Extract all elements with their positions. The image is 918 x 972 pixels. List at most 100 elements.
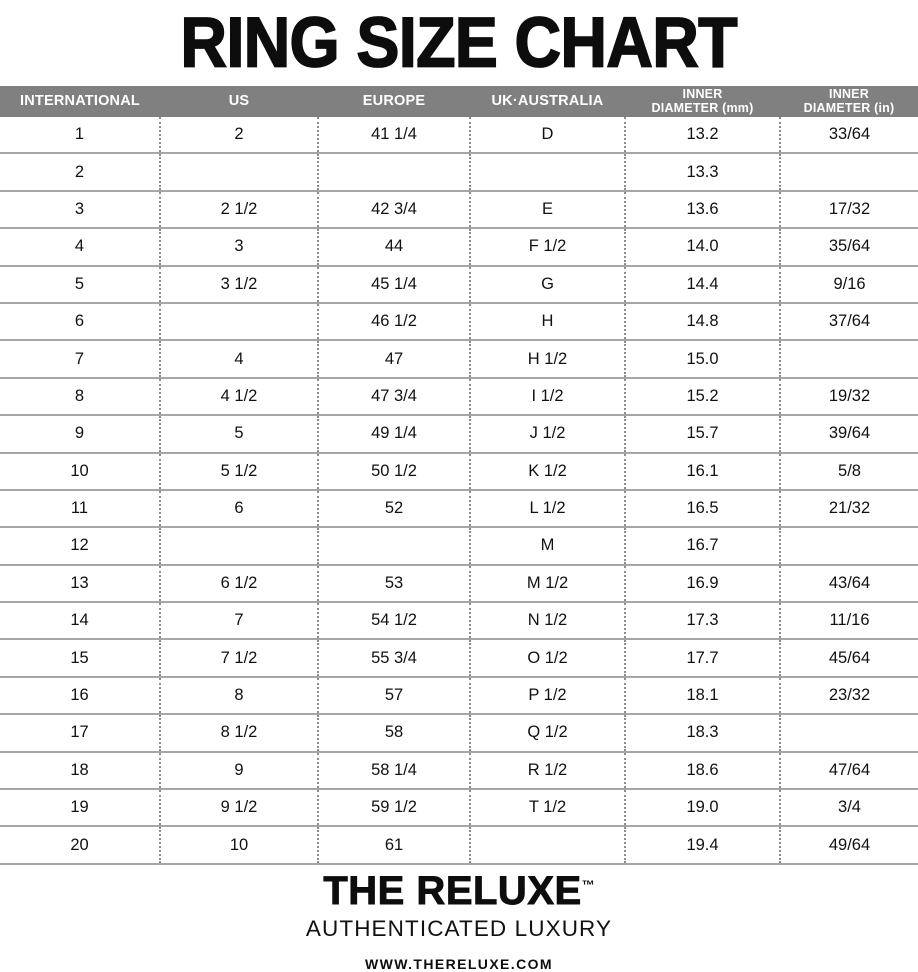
cell-us — [160, 152, 319, 191]
cell-us: 4 — [160, 339, 319, 378]
cell-europe: 61 — [318, 825, 471, 865]
brand-name-text: THE RELUXE — [323, 868, 582, 913]
table-row: 17 8 1/2 58 Q 1/2 18.3 — [0, 713, 918, 752]
cell-europe: 54 1/2 — [318, 601, 471, 640]
cell-us: 7 1/2 — [160, 638, 319, 677]
cell-inner_diameter_mm: 15.0 — [625, 339, 781, 378]
cell-uk_australia: J 1/2 — [470, 414, 626, 453]
cell-europe: 55 3/4 — [318, 638, 471, 677]
cell-uk_australia: T 1/2 — [470, 788, 626, 827]
cell-international: 3 — [0, 189, 161, 229]
cell-europe: 53 — [318, 563, 471, 603]
cell-inner_diameter_in: 17/32 — [780, 189, 918, 229]
cell-inner_diameter_in: 35/64 — [780, 227, 918, 266]
cell-international: 2 — [0, 152, 161, 191]
cell-inner_diameter_mm: 18.3 — [625, 713, 781, 752]
column-header-inner-diameter-mm: INNER DIAMETER (mm) — [625, 86, 780, 117]
cell-us — [160, 526, 319, 565]
cell-inner_diameter_in: 23/32 — [780, 675, 918, 715]
cell-international: 20 — [0, 825, 161, 865]
cell-uk_australia: O 1/2 — [470, 638, 626, 677]
cell-inner_diameter_mm: 16.7 — [625, 526, 781, 565]
cell-international: 4 — [0, 227, 161, 266]
cell-uk_australia: R 1/2 — [470, 750, 626, 790]
cell-inner_diameter_mm: 16.9 — [625, 563, 781, 603]
cell-international: 7 — [0, 339, 161, 378]
column-header-inner-diameter-in-line2: DIAMETER (in) — [803, 100, 895, 115]
cell-international: 9 — [0, 414, 161, 453]
cell-inner_diameter_mm: 19.4 — [625, 825, 781, 865]
cell-inner_diameter_mm: 14.4 — [625, 264, 781, 303]
cell-inner_diameter_mm: 14.0 — [625, 227, 781, 266]
table-row: 6 46 1/2 H 14.8 37/64 — [0, 301, 918, 341]
table-header: INTERNATIONAL US EUROPE UK·AUSTRALIA INN… — [0, 86, 918, 117]
cell-inner_diameter_mm: 18.6 — [625, 750, 781, 790]
cell-inner_diameter_in: 43/64 — [780, 563, 918, 603]
cell-uk_australia: H — [470, 301, 626, 341]
cell-uk_australia: Q 1/2 — [470, 713, 626, 752]
cell-uk_australia: E — [470, 189, 626, 229]
table-row: 11 6 52 L 1/2 16.5 21/32 — [0, 488, 918, 528]
cell-europe: 45 1/4 — [318, 264, 471, 303]
table-row: 15 7 1/2 55 3/4 O 1/2 17.7 45/64 — [0, 638, 918, 677]
table-row: 2 13.3 — [0, 152, 918, 191]
column-header-inner-diameter-in: INNER DIAMETER (in) — [780, 86, 918, 117]
cell-uk_australia: F 1/2 — [470, 227, 626, 266]
brand-tagline: AUTHENTICATED LUXURY — [305, 915, 613, 941]
cell-us: 6 1/2 — [160, 563, 319, 603]
cell-europe: 47 — [318, 339, 471, 378]
table-row: 13 6 1/2 53 M 1/2 16.9 43/64 — [0, 563, 918, 603]
cell-uk_australia: H 1/2 — [470, 339, 626, 378]
cell-inner_diameter_mm: 15.2 — [625, 376, 781, 416]
cell-us: 2 — [160, 117, 319, 154]
cell-inner_diameter_in: 49/64 — [780, 825, 918, 865]
cell-inner_diameter_in: 45/64 — [780, 638, 918, 677]
cell-inner_diameter_in — [780, 339, 918, 378]
cell-uk_australia: L 1/2 — [470, 488, 626, 528]
cell-uk_australia: P 1/2 — [470, 675, 626, 715]
cell-us: 6 — [160, 488, 319, 528]
page-title: RING SIZE CHART — [180, 3, 739, 82]
cell-inner_diameter_in — [780, 526, 918, 565]
footer-branding: THE RELUXE™ AUTHENTICATED LUXURY WWW.THE… — [0, 865, 918, 971]
cell-inner_diameter_in: 3/4 — [780, 788, 918, 827]
cell-europe: 57 — [318, 675, 471, 715]
cell-international: 19 — [0, 788, 161, 827]
cell-uk_australia — [470, 152, 626, 191]
cell-us: 9 — [160, 750, 319, 790]
table-row: 14 7 54 1/2 N 1/2 17.3 11/16 — [0, 601, 918, 640]
cell-inner_diameter_in: 47/64 — [780, 750, 918, 790]
cell-international: 8 — [0, 376, 161, 416]
table-row: 18 9 58 1/4 R 1/2 18.6 47/64 — [0, 750, 918, 790]
cell-uk_australia: K 1/2 — [470, 451, 626, 490]
table-header-row: INTERNATIONAL US EUROPE UK·AUSTRALIA INN… — [0, 86, 918, 117]
column-header-inner-diameter-mm-line1: INNER — [682, 87, 723, 101]
cell-europe: 49 1/4 — [318, 414, 471, 453]
cell-europe: 46 1/2 — [318, 301, 471, 341]
cell-international: 18 — [0, 750, 161, 790]
cell-international: 16 — [0, 675, 161, 715]
cell-inner_diameter_in — [780, 713, 918, 752]
cell-international: 15 — [0, 638, 161, 677]
column-header-inner-diameter-in-line1: INNER — [829, 87, 869, 101]
cell-us — [160, 301, 319, 341]
cell-europe: 50 1/2 — [318, 451, 471, 490]
cell-us: 2 1/2 — [160, 189, 319, 229]
cell-us: 4 1/2 — [160, 376, 319, 416]
cell-international: 13 — [0, 563, 161, 603]
cell-inner_diameter_mm: 13.3 — [625, 152, 781, 191]
cell-europe: 42 3/4 — [318, 189, 471, 229]
cell-inner_diameter_in: 33/64 — [780, 117, 918, 154]
table-row: 4 3 44 F 1/2 14.0 35/64 — [0, 227, 918, 266]
table-row: 20 10 61 19.4 49/64 — [0, 825, 918, 865]
ring-size-chart-page: RING SIZE CHART INTERNATIONAL US EUROPE … — [0, 3, 918, 971]
cell-uk_australia: G — [470, 264, 626, 303]
table-body: 1 2 41 1/4 D 13.2 33/64 2 13.3 3 2 1/2 42 3/4 E 13.6… — [0, 117, 918, 865]
table-row: 9 5 49 1/4 J 1/2 15.7 39/64 — [0, 414, 918, 453]
column-header-inner-diameter-mm-line2: DIAMETER (mm) — [651, 100, 754, 115]
cell-us: 10 — [160, 825, 319, 865]
cell-us: 3 1/2 — [160, 264, 319, 303]
cell-us: 5 — [160, 414, 319, 453]
